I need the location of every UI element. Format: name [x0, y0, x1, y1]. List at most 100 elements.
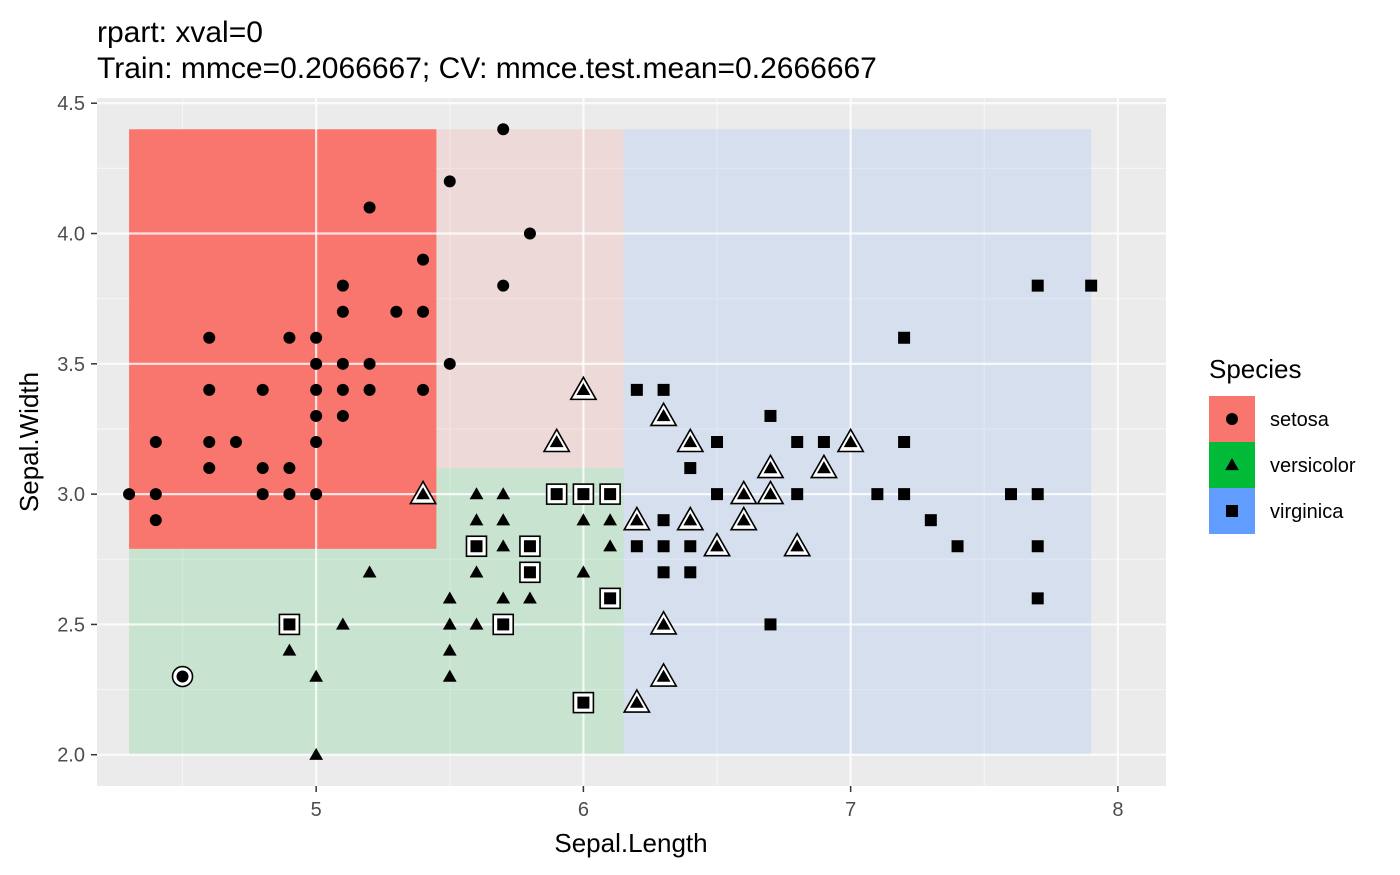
x-tick-label: 7 — [845, 799, 856, 821]
point-versicolor — [576, 513, 591, 526]
point-setosa — [203, 436, 216, 448]
chart-title: rpart: xval=0 — [97, 16, 263, 49]
y-tick-label: 3.0 — [57, 484, 85, 506]
point-virginica — [1031, 488, 1044, 501]
point-versicolor-misclassified — [576, 382, 591, 396]
point-versicolor — [603, 513, 618, 526]
point-versicolor — [496, 539, 511, 552]
region-versicolor — [129, 548, 437, 755]
point-versicolor-misclassified — [763, 487, 778, 500]
point-setosa — [497, 123, 510, 136]
point-versicolor-misclassified — [790, 539, 805, 552]
point-setosa — [310, 436, 323, 448]
legend-label-versicolor: versicolor — [1270, 455, 1356, 477]
point-virginica — [684, 462, 697, 475]
point-virginica — [657, 566, 670, 579]
point-virginica — [764, 618, 777, 631]
point-virginica-misclassified — [604, 592, 617, 605]
point-versicolor-misclassified — [656, 669, 671, 682]
point-setosa — [283, 488, 296, 501]
point-versicolor — [469, 487, 484, 500]
point-versicolor — [442, 591, 457, 604]
point-setosa — [149, 488, 162, 501]
point-virginica — [871, 488, 884, 501]
point-versicolor — [469, 513, 484, 526]
point-virginica-misclassified — [604, 488, 617, 501]
x-axis: 5 6 7 8 — [311, 786, 1123, 821]
legend-label-setosa: setosa — [1270, 409, 1330, 431]
point-setosa — [417, 383, 430, 396]
point-setosa — [310, 488, 323, 501]
point-versicolor — [469, 617, 484, 630]
point-virginica — [657, 383, 670, 396]
point-versicolor-misclassified — [549, 435, 564, 448]
point-virginica — [898, 436, 911, 448]
chart-subtitle: Train: mmce=0.2066667; CV: mmce.test.mea… — [97, 52, 877, 85]
legend: Species setosa versicolor virginica — [1209, 354, 1356, 534]
point-versicolor — [442, 669, 457, 682]
x-tick-label: 8 — [1112, 799, 1123, 821]
y-axis: 2.0 2.5 3.0 3.5 4.0 4.5 — [57, 93, 97, 767]
point-virginica — [791, 488, 804, 501]
point-setosa — [336, 357, 349, 370]
point-versicolor-misclassified — [656, 617, 671, 630]
point-virginica-misclassified — [497, 618, 510, 631]
point-versicolor — [309, 669, 324, 682]
point-setosa — [256, 383, 269, 396]
point-setosa — [229, 436, 242, 448]
point-virginica-misclassified — [283, 618, 296, 631]
point-virginica — [684, 540, 697, 553]
point-setosa — [283, 462, 296, 475]
point-versicolor — [576, 565, 591, 578]
point-virginica-misclassified — [470, 540, 483, 553]
point-setosa — [443, 175, 456, 188]
y-tick-label: 4.5 — [57, 93, 85, 115]
point-virginica — [791, 436, 804, 448]
point-versicolor-misclassified — [736, 513, 751, 526]
point-setosa — [256, 462, 269, 475]
point-versicolor-misclassified — [683, 435, 698, 448]
point-versicolor-misclassified — [683, 513, 698, 526]
point-virginica — [1031, 279, 1044, 292]
point-setosa — [310, 409, 323, 422]
point-virginica — [1085, 279, 1098, 292]
point-virginica — [630, 383, 643, 396]
legend-symbol-versicolor — [1225, 458, 1239, 471]
point-setosa — [417, 253, 430, 266]
point-versicolor — [603, 539, 618, 552]
point-virginica — [657, 540, 670, 553]
point-setosa — [123, 488, 136, 501]
point-setosa — [203, 331, 216, 344]
point-versicolor — [469, 565, 484, 578]
point-versicolor — [442, 617, 457, 630]
point-versicolor — [496, 487, 511, 500]
point-versicolor — [335, 617, 350, 630]
legend-symbol-virginica — [1226, 505, 1238, 517]
point-versicolor-misclassified — [629, 513, 644, 526]
region-setosa — [436, 129, 624, 469]
point-setosa — [149, 514, 162, 527]
legend-symbol-setosa — [1226, 413, 1238, 425]
data-points — [123, 123, 1098, 760]
point-virginica — [684, 566, 697, 579]
point-versicolor-misclassified — [763, 461, 778, 474]
point-virginica-misclassified — [577, 696, 590, 709]
point-virginica-misclassified — [577, 488, 590, 501]
point-virginica — [1004, 488, 1017, 501]
point-versicolor-misclassified — [416, 487, 430, 500]
y-tick-label: 4.0 — [57, 224, 85, 246]
point-virginica — [951, 540, 964, 553]
point-virginica — [1031, 540, 1044, 553]
point-virginica-misclassified — [523, 540, 536, 553]
point-virginica — [924, 514, 937, 527]
point-virginica-misclassified — [523, 566, 536, 579]
point-versicolor-misclassified — [843, 435, 858, 448]
legend-title: Species — [1209, 354, 1302, 384]
point-virginica — [817, 436, 830, 448]
x-axis-title: Sepal.Length — [554, 828, 707, 858]
point-setosa — [363, 383, 376, 396]
point-virginica — [1031, 592, 1044, 605]
point-setosa — [417, 305, 430, 318]
point-virginica — [657, 514, 670, 527]
